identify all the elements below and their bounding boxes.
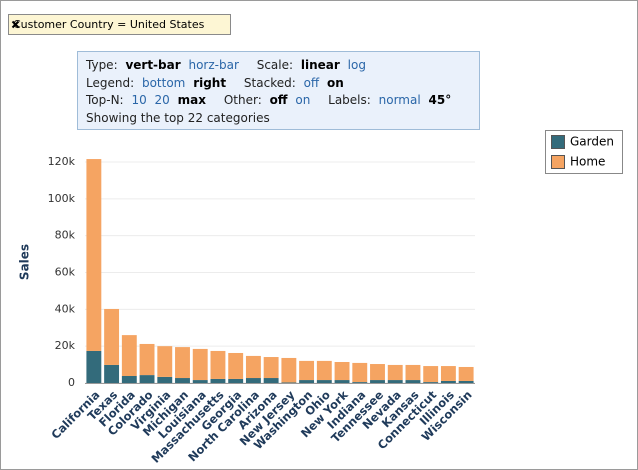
type-label: Type: xyxy=(86,58,118,72)
stacked-label: Stacked: xyxy=(243,75,296,90)
bar-segment xyxy=(370,364,385,381)
y-axis-label: Sales xyxy=(18,244,32,280)
bar-segment xyxy=(299,360,315,381)
bar-segment xyxy=(121,376,137,383)
other-option[interactable]: off xyxy=(269,93,288,107)
scale-option[interactable]: linear xyxy=(300,58,340,72)
filter-label: Customer Country = United States xyxy=(13,18,205,31)
bar-segment xyxy=(334,362,350,381)
y-tick-label: 100k xyxy=(48,192,76,205)
bar-segment xyxy=(387,380,403,383)
scale-option[interactable]: log xyxy=(347,58,366,72)
bar-segment xyxy=(104,308,120,365)
bar-segment xyxy=(316,380,332,383)
labels-option[interactable]: 45° xyxy=(428,93,452,107)
scale-label: Scale: xyxy=(256,58,294,72)
other-label: Other: xyxy=(223,93,262,107)
bar-segment xyxy=(423,382,439,383)
legend-swatch xyxy=(551,155,565,169)
bar-segment xyxy=(210,350,226,379)
y-tick-label: 120k xyxy=(48,155,76,168)
bar-segment xyxy=(228,378,244,383)
filter-chip: Customer Country = United States xyxy=(8,14,232,35)
type-option[interactable]: vert-bar xyxy=(125,58,181,72)
bar-segment xyxy=(263,357,279,379)
legend-label: Legend: xyxy=(86,75,135,90)
bar-segment xyxy=(192,380,208,383)
bar-segment xyxy=(405,364,421,381)
labels-option[interactable]: normal xyxy=(378,93,421,107)
bar-segment xyxy=(121,335,137,377)
bar-segment xyxy=(228,352,244,379)
bar-segment xyxy=(104,364,120,383)
bar-segment xyxy=(245,355,261,379)
other-option[interactable]: on xyxy=(295,93,311,107)
bar-segment xyxy=(175,347,190,379)
bar-segment xyxy=(458,380,474,383)
bar-segment xyxy=(139,343,155,376)
bar-segment xyxy=(192,348,208,381)
bar-segment xyxy=(334,380,350,383)
bar-segment xyxy=(157,376,173,383)
bar-segment xyxy=(86,350,102,383)
y-tick-label: 20k xyxy=(55,339,76,352)
bar-segment xyxy=(281,382,297,383)
bar-segment xyxy=(423,366,439,383)
bar-segment xyxy=(440,366,456,381)
bar-segment xyxy=(263,378,279,383)
legend-option[interactable]: right xyxy=(193,75,227,90)
bar-segment xyxy=(370,380,385,383)
legend-option[interactable]: bottom xyxy=(141,75,186,90)
legend-label: Home xyxy=(570,155,605,169)
bar-segment xyxy=(175,378,190,383)
labels-label: Labels: xyxy=(328,93,371,107)
y-tick-label: 60k xyxy=(55,266,76,279)
bar-segment xyxy=(440,380,456,383)
y-tick-label: 0 xyxy=(68,376,75,389)
topn-option[interactable]: max xyxy=(177,93,206,107)
stacked-option[interactable]: off xyxy=(303,75,320,90)
legend-swatch xyxy=(551,135,565,149)
status-text: Showing the top 22 categories xyxy=(86,110,270,125)
y-tick-label: 40k xyxy=(55,302,76,315)
topn-option[interactable]: 20 xyxy=(154,93,170,107)
topn-option[interactable]: 10 xyxy=(131,93,147,107)
bar-segment xyxy=(86,159,102,351)
bar-segment xyxy=(458,366,474,381)
topn-label: Top-N: xyxy=(86,93,124,107)
bar-segment xyxy=(352,382,368,383)
bar-segment xyxy=(245,378,261,383)
bar-segment xyxy=(210,378,226,383)
legend-label: Garden xyxy=(570,135,614,149)
bar-segment xyxy=(139,375,155,383)
bar-segment xyxy=(405,380,421,383)
bar-segment xyxy=(387,364,403,381)
remove-filter-button[interactable] xyxy=(9,18,22,31)
type-option[interactable]: horz-bar xyxy=(188,58,239,72)
bar-segment xyxy=(316,360,332,381)
bar-segment xyxy=(299,380,315,383)
bar-segment xyxy=(281,357,297,383)
y-tick-label: 80k xyxy=(55,229,76,242)
bar-segment xyxy=(157,346,173,377)
controls-panel: Type: vert-bar horz-bar Scale: linear lo… xyxy=(77,51,480,130)
stacked-option[interactable]: on xyxy=(327,75,344,90)
bar-segment xyxy=(352,362,368,383)
